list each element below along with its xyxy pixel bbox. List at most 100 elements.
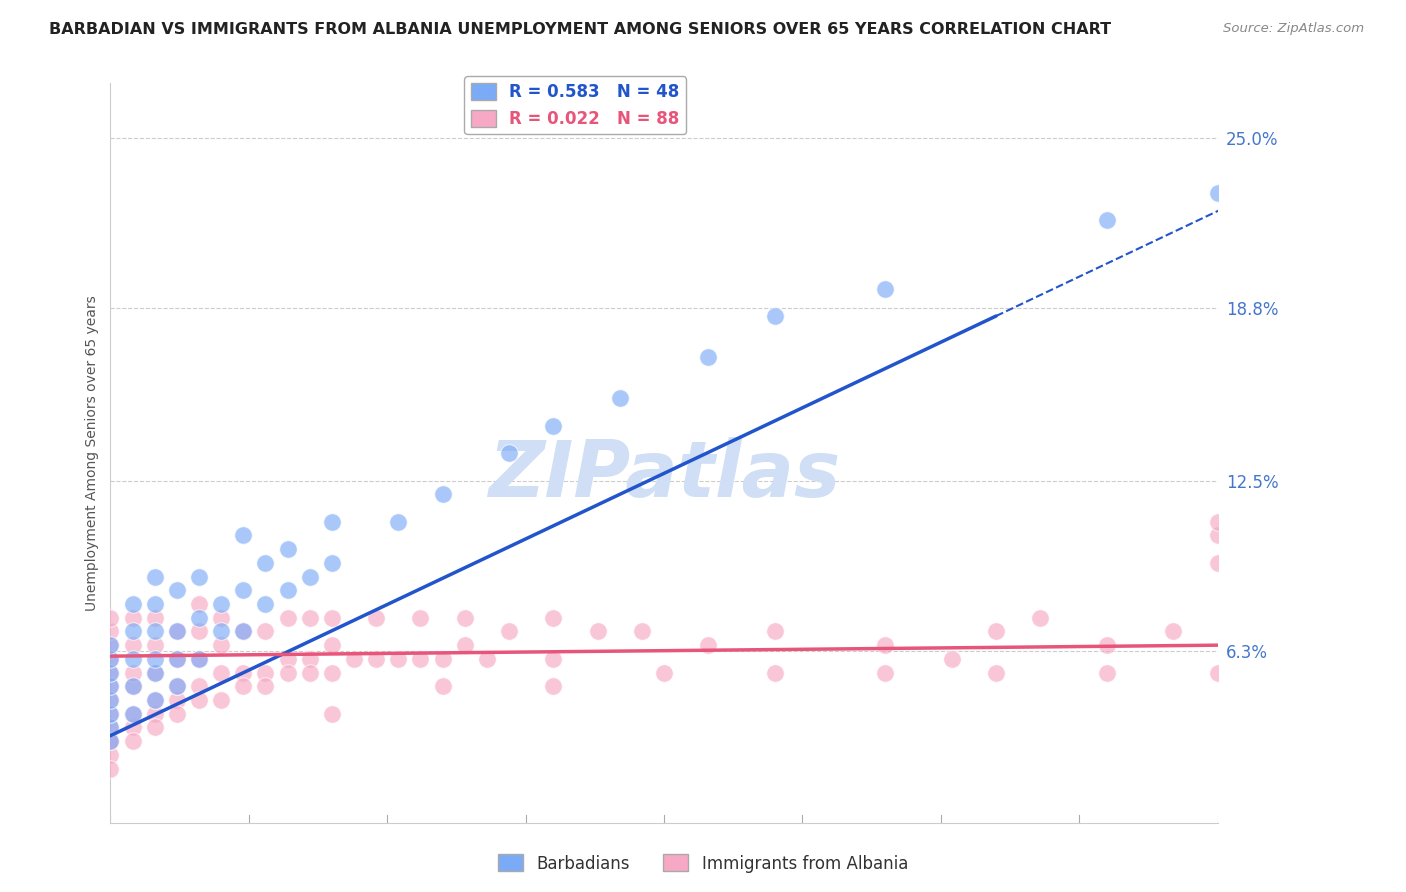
Point	[232, 583, 254, 598]
Point	[121, 597, 143, 611]
Point	[277, 665, 299, 680]
Point	[188, 679, 211, 693]
Point	[1206, 528, 1229, 542]
Point	[1095, 665, 1118, 680]
Point	[277, 611, 299, 625]
Point	[100, 721, 122, 735]
Point	[543, 679, 565, 693]
Point	[454, 611, 477, 625]
Point	[121, 706, 143, 721]
Point	[321, 706, 343, 721]
Point	[100, 665, 122, 680]
Point	[875, 282, 897, 296]
Legend: R = 0.583   N = 48, R = 0.022   N = 88: R = 0.583 N = 48, R = 0.022 N = 88	[464, 77, 686, 135]
Point	[1206, 515, 1229, 529]
Point	[387, 652, 409, 666]
Point	[763, 665, 786, 680]
Point	[166, 706, 188, 721]
Point	[298, 569, 321, 583]
Point	[188, 597, 211, 611]
Point	[984, 665, 1007, 680]
Point	[100, 638, 122, 652]
Point	[166, 652, 188, 666]
Point	[121, 665, 143, 680]
Point	[697, 638, 720, 652]
Point	[387, 515, 409, 529]
Point	[209, 611, 232, 625]
Point	[143, 638, 166, 652]
Point	[366, 652, 388, 666]
Point	[143, 693, 166, 707]
Point	[298, 652, 321, 666]
Point	[209, 693, 232, 707]
Text: ZIPatlas: ZIPatlas	[488, 437, 841, 514]
Point	[343, 652, 366, 666]
Point	[121, 611, 143, 625]
Point	[209, 597, 232, 611]
Point	[100, 706, 122, 721]
Point	[498, 446, 520, 460]
Point	[121, 679, 143, 693]
Point	[143, 693, 166, 707]
Point	[321, 611, 343, 625]
Point	[166, 679, 188, 693]
Point	[100, 679, 122, 693]
Point	[121, 734, 143, 748]
Point	[100, 721, 122, 735]
Point	[100, 734, 122, 748]
Point	[875, 638, 897, 652]
Point	[586, 624, 609, 639]
Point	[100, 734, 122, 748]
Point	[166, 693, 188, 707]
Point	[143, 706, 166, 721]
Point	[875, 665, 897, 680]
Point	[188, 693, 211, 707]
Point	[100, 611, 122, 625]
Point	[166, 624, 188, 639]
Point	[121, 721, 143, 735]
Point	[277, 583, 299, 598]
Point	[143, 624, 166, 639]
Point	[232, 624, 254, 639]
Point	[941, 652, 963, 666]
Point	[166, 624, 188, 639]
Point	[254, 556, 277, 570]
Point	[631, 624, 654, 639]
Point	[100, 706, 122, 721]
Point	[143, 721, 166, 735]
Point	[100, 693, 122, 707]
Point	[763, 309, 786, 323]
Point	[188, 652, 211, 666]
Point	[475, 652, 498, 666]
Point	[209, 638, 232, 652]
Point	[432, 487, 454, 501]
Point	[121, 706, 143, 721]
Point	[188, 652, 211, 666]
Point	[143, 665, 166, 680]
Point	[254, 624, 277, 639]
Legend: Barbadians, Immigrants from Albania: Barbadians, Immigrants from Albania	[491, 847, 915, 880]
Point	[652, 665, 675, 680]
Point	[254, 679, 277, 693]
Point	[100, 624, 122, 639]
Point	[277, 542, 299, 557]
Text: BARBADIAN VS IMMIGRANTS FROM ALBANIA UNEMPLOYMENT AMONG SENIORS OVER 65 YEARS CO: BARBADIAN VS IMMIGRANTS FROM ALBANIA UNE…	[49, 22, 1111, 37]
Point	[121, 652, 143, 666]
Point	[121, 638, 143, 652]
Point	[321, 665, 343, 680]
Point	[100, 638, 122, 652]
Point	[100, 747, 122, 762]
Point	[100, 652, 122, 666]
Point	[1206, 665, 1229, 680]
Point	[1029, 611, 1052, 625]
Point	[100, 734, 122, 748]
Point	[143, 569, 166, 583]
Point	[432, 652, 454, 666]
Y-axis label: Unemployment Among Seniors over 65 years: Unemployment Among Seniors over 65 years	[86, 295, 100, 611]
Point	[166, 679, 188, 693]
Point	[232, 624, 254, 639]
Point	[321, 638, 343, 652]
Point	[432, 679, 454, 693]
Point	[232, 665, 254, 680]
Point	[1206, 556, 1229, 570]
